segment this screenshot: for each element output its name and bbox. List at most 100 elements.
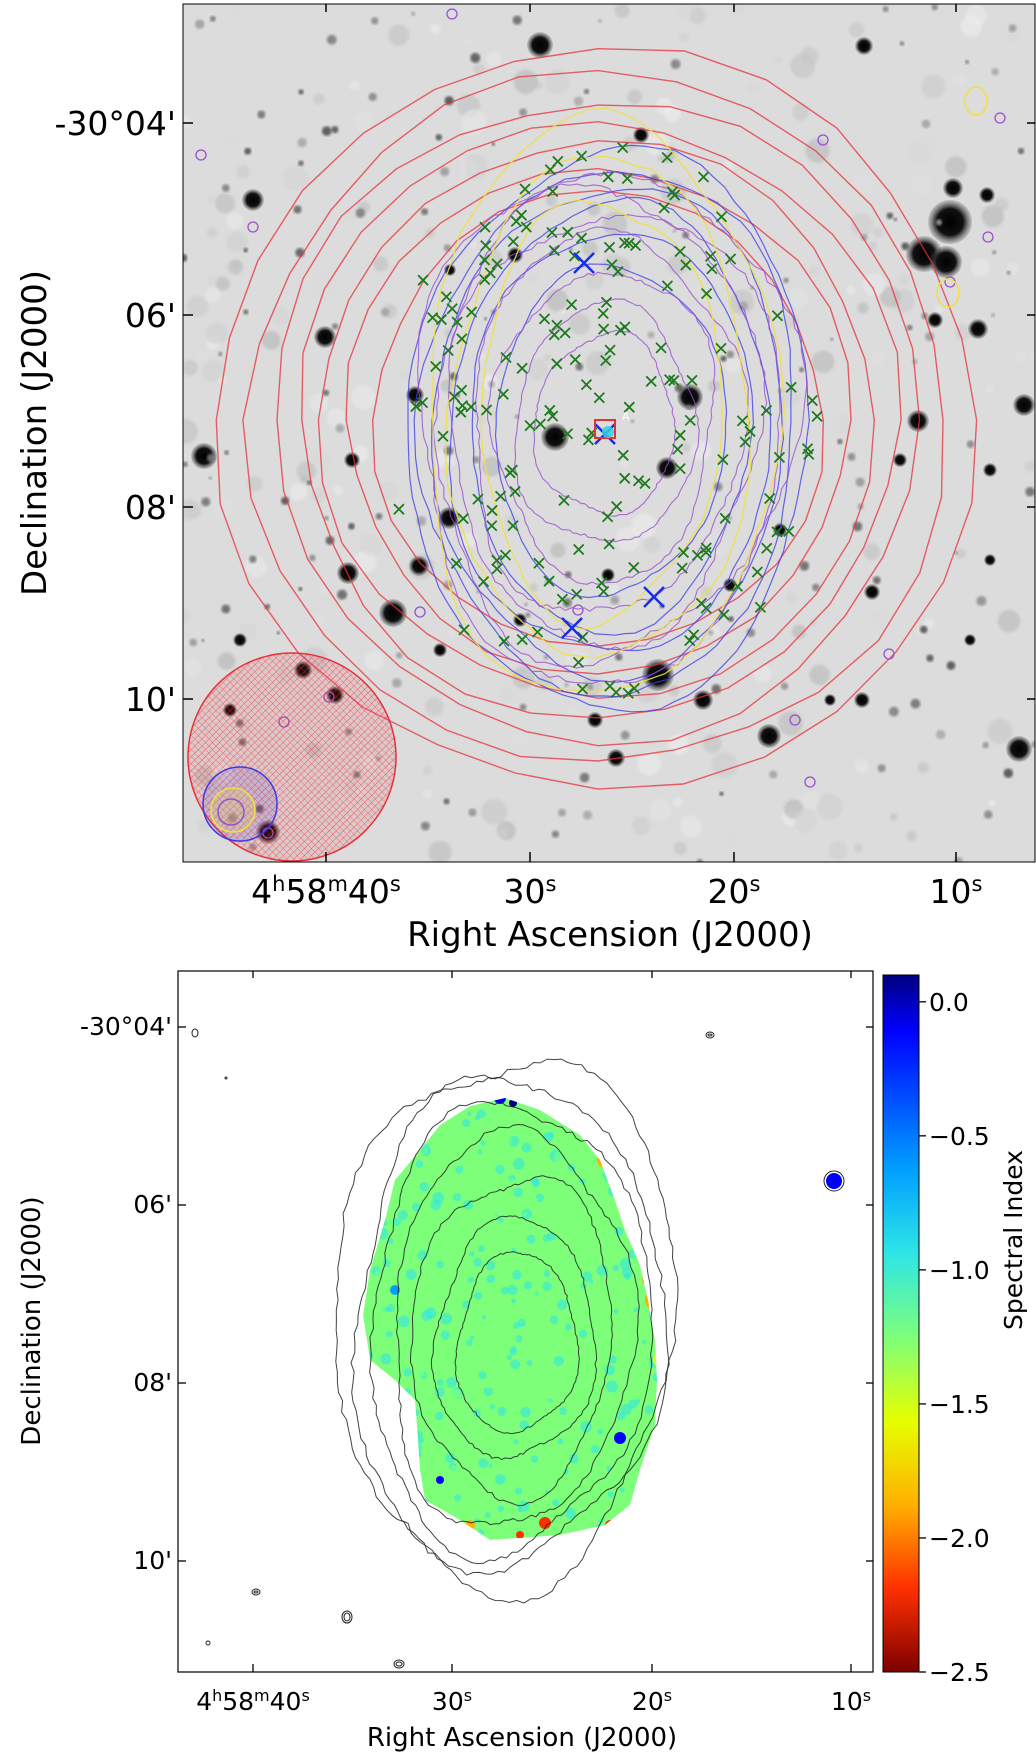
- noise-blob: [721, 159, 735, 173]
- noise-blob: [794, 689, 804, 699]
- noise-blob: [602, 211, 627, 236]
- noise-blob: [215, 193, 236, 214]
- noise-blob: [816, 793, 843, 820]
- green-cross: [697, 171, 710, 183]
- spectral-speckle: [434, 1214, 447, 1227]
- noise-blob: [935, 305, 944, 314]
- faint-star: [799, 561, 810, 571]
- faint-star: [713, 482, 723, 492]
- top-x-tick-3: 20s: [708, 872, 761, 911]
- green-cross: [602, 171, 614, 183]
- noise-blob: [201, 359, 225, 383]
- top-y-tick-1: -30°04': [55, 104, 176, 143]
- top-x-tick-1: 4h58m40s: [251, 872, 401, 911]
- spectral-speckle: [403, 1333, 411, 1341]
- green-cross: [617, 449, 629, 461]
- green-cross: [491, 563, 503, 575]
- noise-blob: [711, 752, 738, 778]
- faint-star: [946, 661, 956, 670]
- green-cross: [457, 512, 469, 525]
- spectral-speckle: [508, 1178, 517, 1188]
- noise-blob: [344, 208, 357, 221]
- spectral-feature: [539, 1517, 551, 1529]
- star: [587, 712, 603, 728]
- green-cross: [544, 404, 556, 417]
- noise-blob: [679, 32, 690, 43]
- noise-blob: [441, 463, 454, 476]
- black-contour-island: [253, 1590, 259, 1594]
- green-cross: [465, 306, 478, 318]
- black-contour: [350, 1074, 670, 1576]
- spectral-speckle: [403, 1368, 412, 1377]
- star: [824, 694, 836, 706]
- top-panel: A -30°04' 06' 08' 10' 4h58m40s 30s 20s 1…: [15, 3, 1036, 955]
- green-cross: [538, 313, 551, 325]
- red-contour: [276, 104, 921, 747]
- spectral-speckle: [419, 1371, 425, 1378]
- spectral-speckle: [377, 1304, 389, 1316]
- spectral-speckle: [506, 1354, 513, 1361]
- green-cross: [507, 235, 519, 248]
- green-cross: [704, 250, 717, 262]
- star: [964, 634, 976, 646]
- noise-blob: [868, 241, 878, 251]
- noise-blob: [870, 351, 886, 367]
- green-cross: [684, 635, 696, 647]
- spectral-speckle: [452, 1230, 459, 1236]
- faint-star: [976, 595, 987, 606]
- spectral-speckle: [520, 1171, 525, 1176]
- faint-star: [189, 638, 197, 647]
- noise-blob: [388, 24, 410, 46]
- spectral-speckle: [578, 1215, 586, 1223]
- spectral-speckle: [531, 1143, 539, 1151]
- spectral-speckle: [497, 1505, 505, 1512]
- spectral-speckle: [597, 1257, 604, 1265]
- red-contour: [215, 47, 978, 790]
- green-cross: [435, 313, 448, 326]
- noise-blob: [204, 287, 221, 303]
- spectral-speckle: [500, 1514, 509, 1523]
- spectral-feature: [436, 1476, 444, 1484]
- noise-blob: [226, 231, 248, 253]
- green-cross: [606, 259, 618, 271]
- green-cross: [442, 344, 454, 357]
- noise-blob: [289, 483, 307, 501]
- noise-blob: [997, 609, 1021, 633]
- spectral-speckle: [397, 1315, 410, 1328]
- noise-blob: [863, 543, 881, 561]
- yellow-contour: [445, 155, 752, 659]
- noise-blob: [983, 4, 1006, 18]
- green-cross: [507, 520, 519, 532]
- green-cross: [486, 520, 498, 532]
- green-cross: [645, 375, 657, 387]
- spectral-speckle: [485, 1260, 496, 1271]
- spectral-speckle: [512, 1337, 517, 1342]
- faint-star: [1003, 768, 1014, 778]
- spectral-speckle: [430, 1199, 442, 1211]
- black-contour: [369, 1100, 654, 1565]
- green-cross: [664, 374, 676, 386]
- noise-blob: [544, 69, 570, 95]
- noise-blob: [753, 665, 772, 683]
- bottom-x-tick-1: 4h58m40s: [196, 1686, 310, 1716]
- green-cross: [548, 244, 560, 257]
- spectral-speckle: [590, 1444, 600, 1454]
- noise-blob: [546, 289, 569, 312]
- noise-blob: [987, 718, 1013, 744]
- faint-star: [726, 350, 734, 359]
- spectral-speckle: [424, 1290, 431, 1296]
- faint-star: [243, 247, 248, 253]
- spectral-speckle: [425, 1307, 437, 1319]
- blue-contour: [494, 263, 728, 599]
- green-cross: [629, 239, 642, 252]
- star: [233, 633, 247, 647]
- spectral-speckle: [436, 1260, 445, 1269]
- star: [633, 127, 649, 143]
- red-contour: [317, 140, 876, 699]
- faint-star: [201, 638, 205, 642]
- spectral-speckle: [462, 1118, 471, 1128]
- spectral-speckle: [559, 1407, 568, 1416]
- spectral-speckle: [483, 1526, 493, 1536]
- spectral-speckle: [652, 1372, 657, 1382]
- spectral-speckle: [482, 1377, 495, 1389]
